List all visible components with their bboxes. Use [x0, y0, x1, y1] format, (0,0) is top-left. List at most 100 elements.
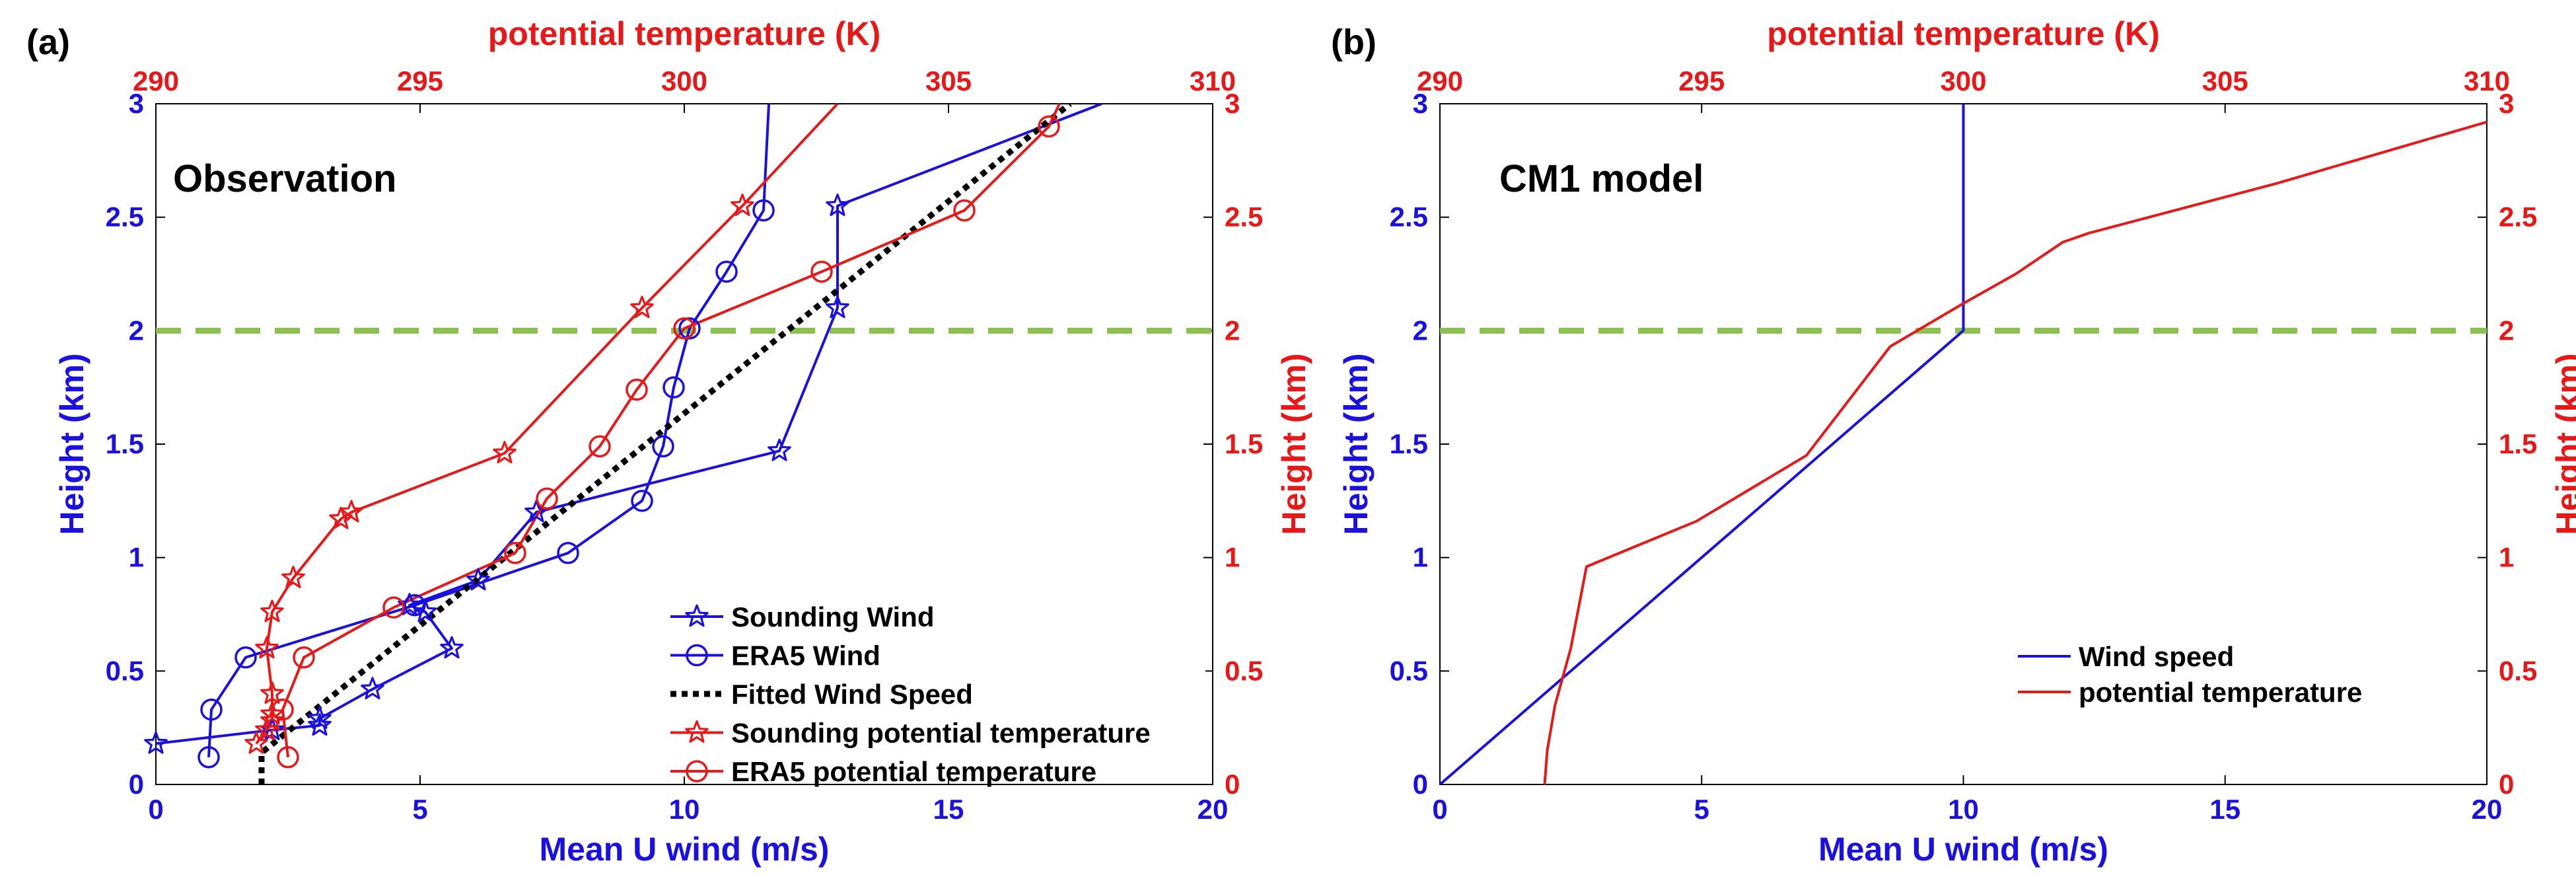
- data-point: [953, 199, 976, 222]
- y2-tick-label: 2.5: [1225, 202, 1263, 233]
- x2-tick-label: 300: [661, 65, 707, 96]
- x2-tick-label: 295: [397, 65, 443, 96]
- x2-tick-label: 290: [1417, 65, 1463, 96]
- y-tick-label: 2.5: [1390, 202, 1428, 233]
- y-axis-title: Height (km): [1338, 354, 1375, 535]
- x2-tick-label: 295: [1678, 65, 1725, 96]
- data-point: [768, 438, 791, 461]
- data-point: [752, 199, 775, 222]
- panel-label: (b): [1331, 22, 1377, 62]
- data-point: [626, 378, 648, 401]
- x-axis-title: Mean U wind (m/s): [540, 831, 830, 868]
- y-tick-label: 2: [1413, 315, 1428, 346]
- x-axis-title: Mean U wind (m/s): [1818, 831, 2108, 868]
- x2-axis-title: potential temperature (K): [488, 15, 881, 52]
- legend: Sounding Wind ERA5 Wind Fitted Wind Speed S…: [664, 598, 1205, 787]
- data-point: [260, 599, 284, 623]
- y-tick-label: 2.5: [106, 202, 144, 233]
- legend-marker: [685, 720, 709, 743]
- data-point: [255, 636, 279, 659]
- data-point: [440, 636, 464, 659]
- x-tick-label: 0: [148, 794, 163, 825]
- legend-marker: [685, 604, 709, 627]
- y2-axis-title: Height (km): [1275, 354, 1312, 535]
- x2-tick-label: 305: [2202, 65, 2248, 96]
- x-tick-label: 20: [1198, 794, 1229, 825]
- data-point: [277, 746, 299, 769]
- data-point: [493, 441, 517, 464]
- y-tick-label: 1: [129, 542, 144, 573]
- data-point: [260, 702, 284, 724]
- y-tick-label: 2: [129, 315, 144, 346]
- data-point: [308, 706, 332, 729]
- series-line-wind-speed: [1440, 104, 1965, 784]
- legend-entry: ERA5 potential temperature: [731, 756, 1096, 787]
- data-point: [715, 260, 738, 283]
- data-point: [826, 295, 849, 319]
- data-point: [308, 713, 332, 736]
- x-tick-label: 0: [1432, 794, 1447, 825]
- x-tick-label: 5: [1694, 794, 1709, 825]
- x-tick-label: 15: [933, 794, 964, 825]
- data-point: [466, 568, 490, 591]
- data-point: [631, 490, 653, 512]
- data-point: [678, 317, 701, 340]
- series-line-fitted-wind-speed: [258, 104, 1072, 784]
- y2-tick-label: 0.5: [2499, 655, 2537, 686]
- legend-entry: Sounding Wind: [731, 601, 935, 632]
- legend-entry: Fitted Wind Speed: [731, 679, 973, 710]
- legend-entry: Wind speed: [2079, 641, 2234, 672]
- y-tick-label: 3: [129, 88, 144, 119]
- data-point: [1038, 115, 1060, 138]
- legend-marker: [686, 760, 708, 782]
- y2-tick-label: 2: [2499, 315, 2514, 346]
- legend-entry: potential temperature: [2079, 677, 2362, 708]
- legend-box: [664, 598, 1205, 777]
- x2-tick-label: 300: [1940, 65, 1986, 96]
- legend-entry: ERA5 Wind: [731, 640, 880, 671]
- y-tick-label: 1.5: [1390, 428, 1428, 459]
- x-tick-label: 15: [2209, 794, 2240, 825]
- y-axis-title: Height (km): [54, 354, 90, 535]
- y2-tick-label: 0: [2499, 769, 2514, 800]
- panel-label: (a): [26, 22, 70, 62]
- data-point: [234, 646, 257, 669]
- data-point: [826, 193, 849, 216]
- data-point: [260, 708, 284, 732]
- legend-marker: [686, 644, 708, 667]
- data-point: [652, 435, 674, 458]
- x-tick-label: 10: [669, 794, 700, 825]
- data-point: [413, 599, 437, 623]
- data-layer: [1440, 104, 2487, 784]
- y-tick-label: 0.5: [106, 655, 144, 686]
- data-point: [144, 731, 168, 754]
- data-point: [361, 677, 384, 700]
- data-point: [536, 487, 558, 510]
- y2-tick-label: 1.5: [2499, 428, 2537, 459]
- x-tick-label: 10: [1948, 794, 1979, 825]
- data-point: [589, 435, 611, 458]
- x2-tick-label: 310: [2464, 65, 2510, 96]
- data-point: [293, 646, 315, 669]
- y-tick-label: 1: [1413, 542, 1428, 573]
- data-point: [810, 260, 833, 283]
- data-point: [281, 566, 305, 588]
- data-point: [200, 698, 223, 721]
- y2-tick-label: 3: [1225, 88, 1240, 119]
- data-point: [197, 746, 220, 769]
- data-point: [404, 594, 426, 617]
- data-point: [382, 596, 405, 619]
- legend: Wind speed potential temperature: [2011, 638, 2434, 717]
- data-point: [731, 193, 754, 216]
- y2-tick-label: 0: [1225, 769, 1240, 800]
- y2-tick-label: 2.5: [2499, 202, 2537, 233]
- data-point: [662, 376, 685, 399]
- x-tick-label: 20: [2472, 794, 2503, 825]
- data-point: [244, 731, 268, 754]
- x2-tick-label: 305: [925, 65, 972, 96]
- y2-tick-label: 3: [2499, 88, 2514, 119]
- series-line-potential-temperature: [1543, 120, 2487, 784]
- y-tick-label: 1.5: [106, 428, 144, 459]
